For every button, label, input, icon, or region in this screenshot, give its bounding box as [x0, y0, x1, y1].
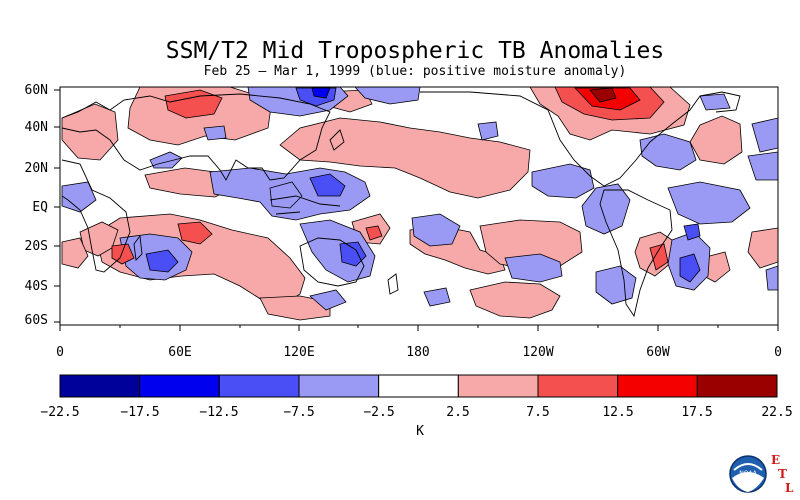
moist-core	[309, 173, 346, 197]
moist-region	[411, 213, 461, 247]
warm-core	[164, 89, 223, 119]
noaa-logo	[729, 455, 767, 493]
colorbar-swatch	[59, 374, 141, 398]
coast-japan	[329, 129, 345, 151]
map-title: SSM/T2 Mid Tropospheric TB Anomalies	[165, 38, 665, 64]
moist-region	[595, 265, 637, 305]
warm-region	[469, 281, 561, 319]
colorbar-label: −2.5	[363, 405, 395, 420]
warm-region	[479, 219, 583, 271]
moist-region	[747, 151, 778, 181]
plot-frame	[59, 86, 779, 326]
axis-ticks	[54, 89, 779, 331]
colorbar-swatch	[696, 374, 778, 398]
warm-extreme	[589, 87, 617, 103]
moist-region	[354, 87, 421, 105]
warm-core	[365, 225, 383, 241]
lat-label: 60N	[24, 83, 48, 98]
moist-region	[581, 183, 631, 235]
lat-label: 60S	[24, 313, 48, 328]
warm-anomaly-regions	[61, 87, 778, 321]
lat-label: 40S	[24, 279, 48, 294]
moist-region	[699, 93, 731, 111]
warm-core	[177, 221, 213, 245]
etl-letter-t: T	[778, 467, 787, 481]
moist-region	[639, 133, 697, 171]
lat-label: 40N	[24, 120, 48, 135]
moist-region	[309, 289, 347, 311]
moist-region	[477, 121, 499, 141]
moist-core	[145, 249, 179, 273]
colorbar-swatch	[617, 374, 698, 398]
colorbar-swatch	[218, 374, 300, 398]
coast-south-america	[599, 189, 673, 318]
lon-label: 180	[406, 345, 430, 360]
moist-region	[61, 181, 97, 213]
coast-nz	[387, 273, 399, 295]
moist-region	[531, 163, 595, 199]
colorbar-swatch	[537, 374, 619, 398]
coast-europe-asia	[61, 93, 331, 181]
colorbar-label: 2.5	[446, 405, 470, 420]
colorbar-label: 22.5	[761, 405, 793, 420]
colorbar-label: −12.5	[199, 405, 239, 420]
map-subtitle: Feb 25 – Mar 1, 1999 (blue: positive moi…	[203, 64, 627, 79]
warm-core	[649, 243, 669, 271]
colorbar-swatch	[139, 374, 220, 398]
moist-region	[149, 151, 183, 169]
warm-region	[747, 227, 778, 269]
coast-greenland	[699, 91, 741, 113]
lon-label: 120W	[522, 345, 554, 360]
colorbar-label: −17.5	[120, 405, 160, 420]
moist-core	[683, 223, 701, 241]
moist-core-regions	[145, 87, 701, 283]
lon-label: 60W	[646, 345, 670, 360]
warm-region	[61, 103, 119, 161]
lon-label: 120E	[283, 345, 315, 360]
colorbar	[59, 374, 778, 398]
colorbar-label: 17.5	[681, 405, 713, 420]
warm-region	[259, 295, 331, 321]
anomaly-fields	[61, 87, 778, 321]
coast-africa	[61, 159, 131, 273]
moist-region	[299, 219, 376, 283]
etl-letter-e: E	[771, 453, 781, 467]
warm-region	[61, 237, 89, 269]
moist-peak-regions	[311, 87, 331, 99]
lon-label: 0	[774, 345, 782, 360]
moist-region	[751, 117, 778, 153]
coastlines	[61, 91, 741, 318]
moist-region	[504, 253, 563, 283]
colorbar-label: 7.5	[526, 405, 550, 420]
moist-region	[269, 181, 303, 209]
moist-region	[203, 125, 227, 141]
coast-australia	[299, 237, 365, 287]
colorbar-label: −7.5	[283, 405, 315, 420]
noaa-logo-text: NOAA	[739, 470, 757, 477]
warm-extreme-regions	[589, 87, 617, 103]
colorbar-swatch	[378, 374, 459, 398]
colorbar-units: K	[416, 424, 424, 439]
warm-region	[689, 115, 743, 165]
moist-region	[765, 265, 778, 291]
etl-letter-l: L	[785, 481, 794, 495]
coast-madagascar	[133, 234, 143, 261]
moist-region	[423, 287, 451, 307]
lat-label: 20S	[24, 239, 48, 254]
colorbar-swatch	[457, 374, 539, 398]
lon-label: 60E	[168, 345, 192, 360]
colorbar-swatch	[298, 374, 380, 398]
moist-core	[679, 253, 701, 283]
moist-region	[667, 181, 751, 225]
lat-label: EQ	[32, 200, 48, 215]
lat-label: 20N	[24, 161, 48, 176]
lon-label: 0	[56, 345, 64, 360]
moist-peak	[311, 87, 331, 99]
colorbar-label: −22.5	[40, 405, 80, 420]
colorbar-label: 12.5	[602, 405, 634, 420]
coast-indonesia	[269, 195, 341, 215]
coast-north-america	[420, 91, 701, 187]
